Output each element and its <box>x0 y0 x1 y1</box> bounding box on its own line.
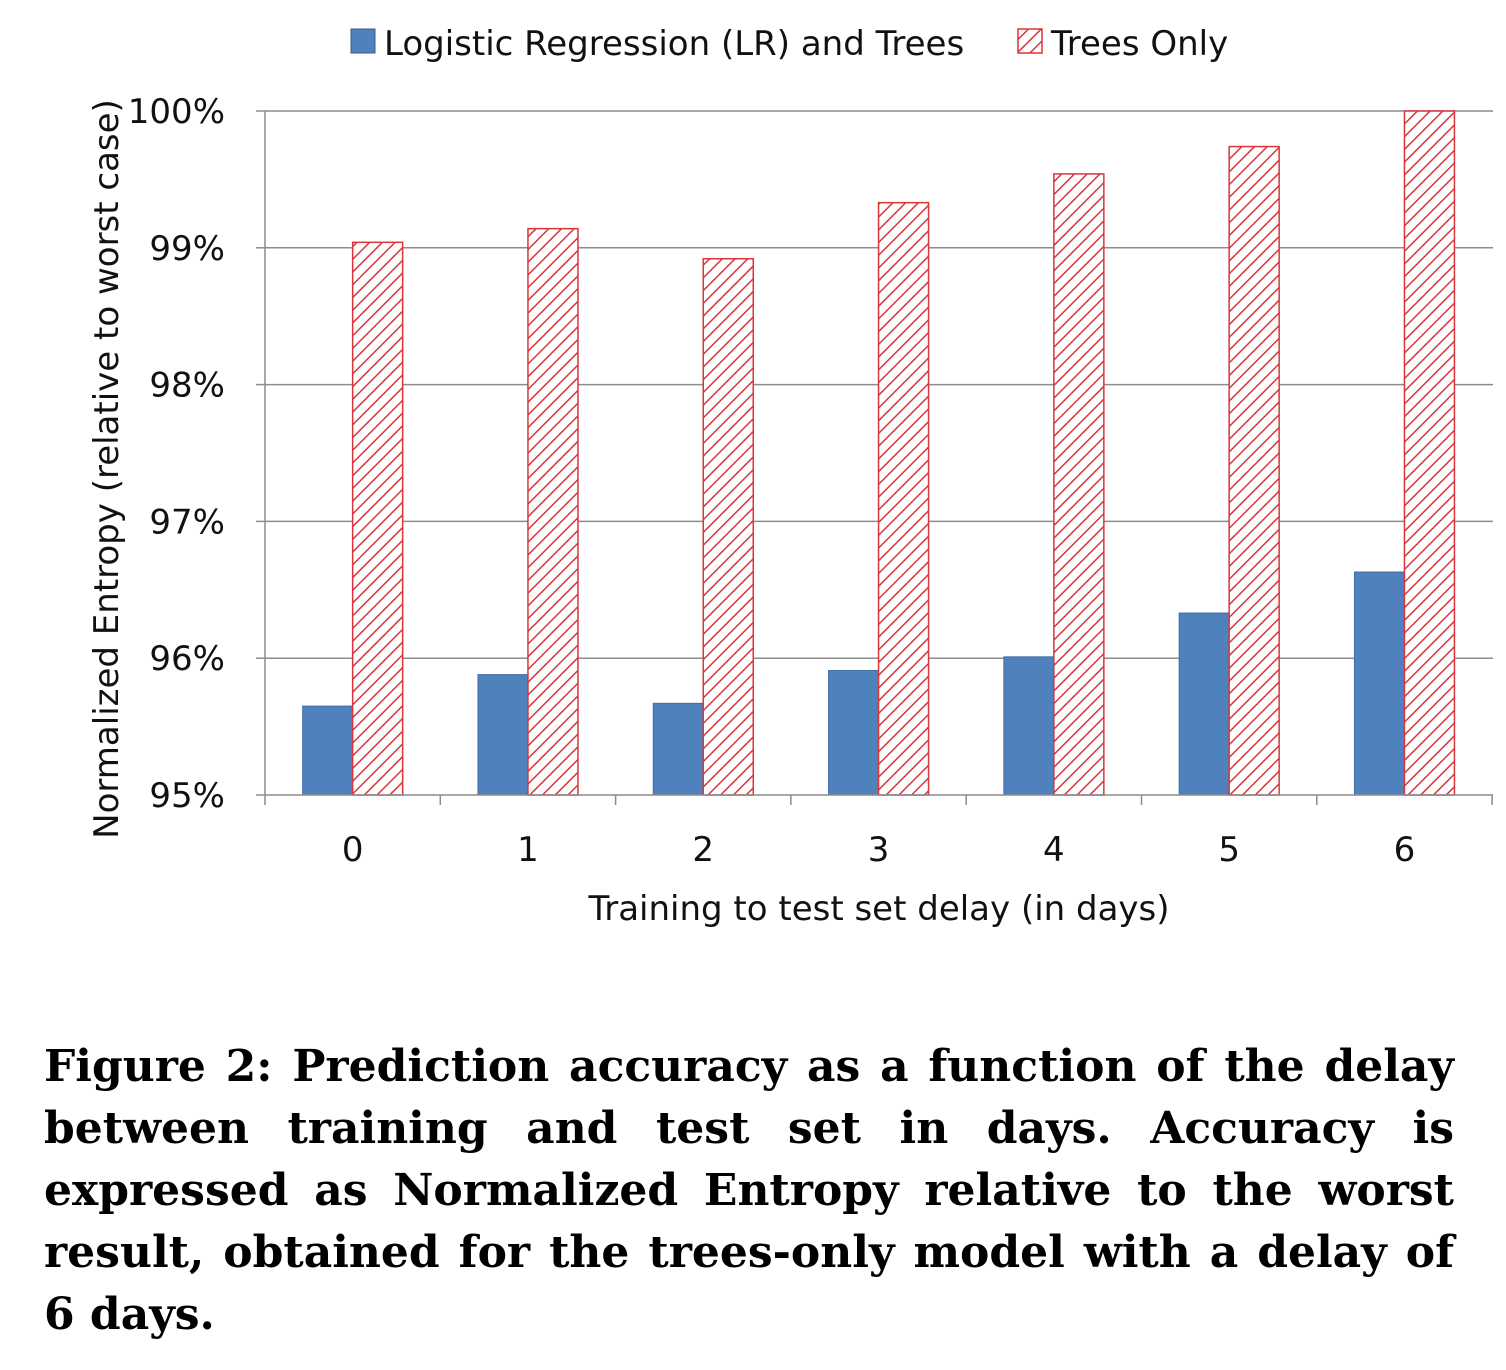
x-tick-label: 4 <box>1043 830 1065 870</box>
y-axis-ticks: 95% 96% 97% 98% 99% 100% <box>128 92 265 816</box>
bar-lr-trees <box>828 670 880 796</box>
legend-swatch-trees-only <box>1017 28 1043 54</box>
bar-lr-trees <box>302 705 354 796</box>
bar-trees-only <box>1403 110 1456 796</box>
bar-trees-only <box>527 227 579 796</box>
bar-lr-trees <box>477 674 529 796</box>
y-tick-label: 97% <box>149 502 225 542</box>
x-tick-label: 0 <box>342 830 364 870</box>
x-tick-label: 5 <box>1218 830 1240 870</box>
y-tick-label: 98% <box>149 366 225 406</box>
bar-chart: Logistic Regression (LR) and Trees Trees… <box>87 24 1493 929</box>
y-tick-label: 100% <box>128 92 225 132</box>
x-axis: 0 1 2 3 4 5 6 <box>264 111 1493 870</box>
legend-item-trees-only: Trees Only <box>1017 24 1228 64</box>
bar-trees-only <box>702 257 754 796</box>
x-tick-label: 1 <box>517 830 539 870</box>
figure-caption: Figure 2: Prediction accuracy as a funct… <box>44 1041 1454 1340</box>
x-tick-label: 3 <box>868 830 890 870</box>
legend-label-lr-trees: Logistic Regression (LR) and Trees <box>384 24 964 64</box>
x-tick-label: 2 <box>692 830 714 870</box>
bar-trees-only <box>1228 145 1280 796</box>
legend: Logistic Regression (LR) and Trees Trees… <box>350 24 1228 64</box>
y-tick-label: 99% <box>149 229 225 269</box>
bar-lr-trees <box>1353 571 1405 796</box>
bar-trees-only <box>351 241 404 796</box>
bar-trees-only <box>1053 173 1105 796</box>
x-axis-label: Training to test set delay (in days) <box>587 889 1169 929</box>
bar-trees-only <box>877 201 930 796</box>
bars <box>302 110 1456 796</box>
y-tick-label: 96% <box>149 639 225 679</box>
bar-lr-trees <box>652 702 704 796</box>
legend-label-trees-only: Trees Only <box>1050 24 1228 64</box>
bar-lr-trees <box>1003 656 1055 796</box>
bar-lr-trees <box>1178 612 1230 796</box>
y-axis-label: Normalized Entropy (relative to worst ca… <box>87 99 127 839</box>
legend-item-lr-trees: Logistic Regression (LR) and Trees <box>350 24 964 64</box>
y-tick-label: 95% <box>149 776 225 816</box>
x-tick-label: 6 <box>1394 830 1416 870</box>
legend-swatch-lr-trees <box>350 28 376 54</box>
